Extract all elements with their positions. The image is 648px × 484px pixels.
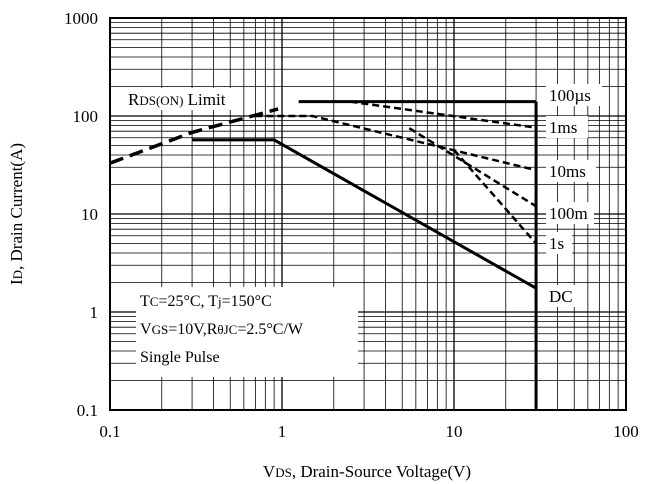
rds-label-bg [124,88,234,110]
note-gate-voltage: VGS=10V,RθJC=2.5°C/W [140,321,304,338]
label-bg-10ms [546,160,596,182]
label-bg-100m [546,202,594,224]
ylabel-main: I [7,279,26,285]
y-tick-label: 1 [90,303,99,322]
xlabel-rest: , Drain-Source Voltage(V) [292,462,471,481]
label-bg-dc [546,285,580,307]
rds-label-post: Limit [183,90,225,109]
note1-e: =150°C [222,293,272,310]
note1-d: j [217,294,222,309]
note1-b: C [150,294,159,309]
ylabel-rest: , Drain Current(A) [7,143,26,270]
note2-c: =10V,R [168,321,218,338]
label-10ms: 10ms [549,162,586,181]
y-tick-label: 0.1 [77,401,98,420]
series-line-1s [453,149,537,245]
note2-a: V [140,321,152,338]
note2-e: =2.5°C/W [237,321,304,338]
curve-labels: 100µs 1ms 10ms 100m 1s DC [546,84,602,307]
label-1s: 1s [549,234,564,253]
y-tick-label: 10 [81,205,98,224]
label-100m: 100m [549,204,588,223]
x-tick-label: 10 [446,422,463,441]
notes-bg [136,287,358,377]
series-line-100m [408,127,537,208]
label-bg-100us [546,84,602,106]
series-line-1ms [350,100,537,129]
x-tick-label: 100 [613,422,639,441]
plot-frame [109,17,627,411]
xlabel-main: V [263,462,276,481]
xlabel-sub: DS [275,465,292,480]
label-dc: DC [549,287,573,306]
series-layer [109,100,538,410]
label-bg-1ms [546,116,588,138]
condition-notes: TC=25°C, Tj=150°C VGS=10V,RθJC=2.5°C/W S… [136,287,358,377]
note-pulse: Single Pulse [140,349,220,366]
series-line-10ms [255,114,537,172]
note2-d: θJC [217,322,237,337]
rds-label-sub: DS(ON) [139,93,183,108]
note1-c: =25°C, T [158,293,218,310]
series-line-rds-on-limit [109,107,279,165]
x-tick-label: 1 [278,422,287,441]
rds-label-pre: R [128,90,140,109]
label-1ms: 1ms [549,118,577,137]
ylabel-sub: D [10,270,25,279]
y-tick-label: 100 [73,107,99,126]
note2-b: GS [152,322,169,337]
x-tick-label: 0.1 [99,422,120,441]
note1-a: T [140,293,150,310]
y-axis-title: ID, Drain Current(A) [7,143,26,285]
rds-limit-label: RDS(ON) Limit [128,90,226,109]
x-axis-title: VDS, Drain-Source Voltage(V) [263,462,471,481]
note-temperature: TC=25°C, Tj=150°C [140,293,272,310]
label-bg-1s [546,232,572,254]
tick-labels: 0.1 1 10 100 0.1 1 10 100 1000 [64,9,639,441]
label-100us: 100µs [549,86,591,105]
y-tick-label: 1000 [64,9,98,28]
series-line-dc [192,138,537,290]
